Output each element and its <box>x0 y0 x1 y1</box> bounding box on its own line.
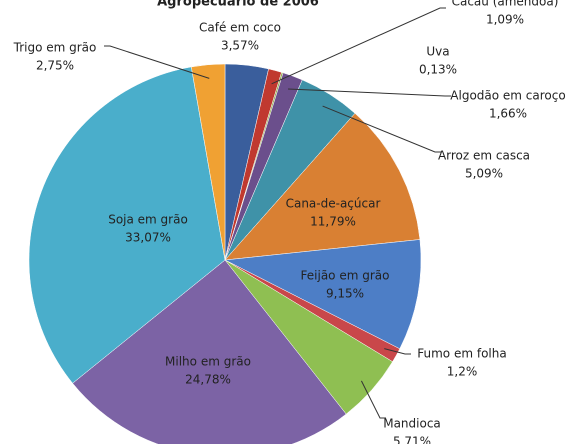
slice-label: Arroz em casca <box>438 149 530 163</box>
value-label: 9,15% <box>326 287 364 301</box>
slice-label: Café em coco <box>199 21 281 35</box>
pie-slice <box>224 239 422 350</box>
slice-label: Cacau (amêndoa) <box>452 0 559 9</box>
slice-label: Feijão em grão <box>301 269 390 283</box>
pie-slice <box>191 63 226 261</box>
slice-label: Cana-de-açúcar <box>286 197 381 211</box>
slice-label: Milho em grão <box>165 355 251 369</box>
pie-slice <box>72 259 347 444</box>
slice-label: Algodão em caroço <box>450 89 565 103</box>
leader-line <box>288 88 451 97</box>
value-label: 0,13% <box>419 63 457 77</box>
pie-slice <box>28 66 226 384</box>
value-label: 24,78% <box>185 373 231 387</box>
pie-slice <box>224 112 421 261</box>
slice-label: Uva <box>426 45 449 59</box>
value-label: 5,09% <box>465 167 503 181</box>
slice-label: Trigo em grão <box>13 41 97 55</box>
value-label: 33,07% <box>125 231 171 245</box>
slice-label: Soja em grão <box>108 213 188 227</box>
value-label: 1,09% <box>486 13 524 27</box>
value-label: 1,66% <box>489 107 527 121</box>
value-label: 1,2% <box>447 365 478 379</box>
slice-label: Fumo em folha <box>417 347 506 361</box>
leader-line <box>271 7 446 85</box>
leader-line <box>104 45 210 79</box>
value-label: 11,79% <box>310 215 356 229</box>
leader-line <box>384 348 411 355</box>
chart-title: Agropecuário de 2006 <box>157 0 319 10</box>
value-label: 3,57% <box>221 39 259 53</box>
value-label: 5,71% <box>393 435 431 444</box>
value-label: 2,75% <box>36 59 74 73</box>
slice-label: Mandioca <box>383 417 441 431</box>
leader-line <box>360 380 386 419</box>
leader-line <box>322 105 441 153</box>
